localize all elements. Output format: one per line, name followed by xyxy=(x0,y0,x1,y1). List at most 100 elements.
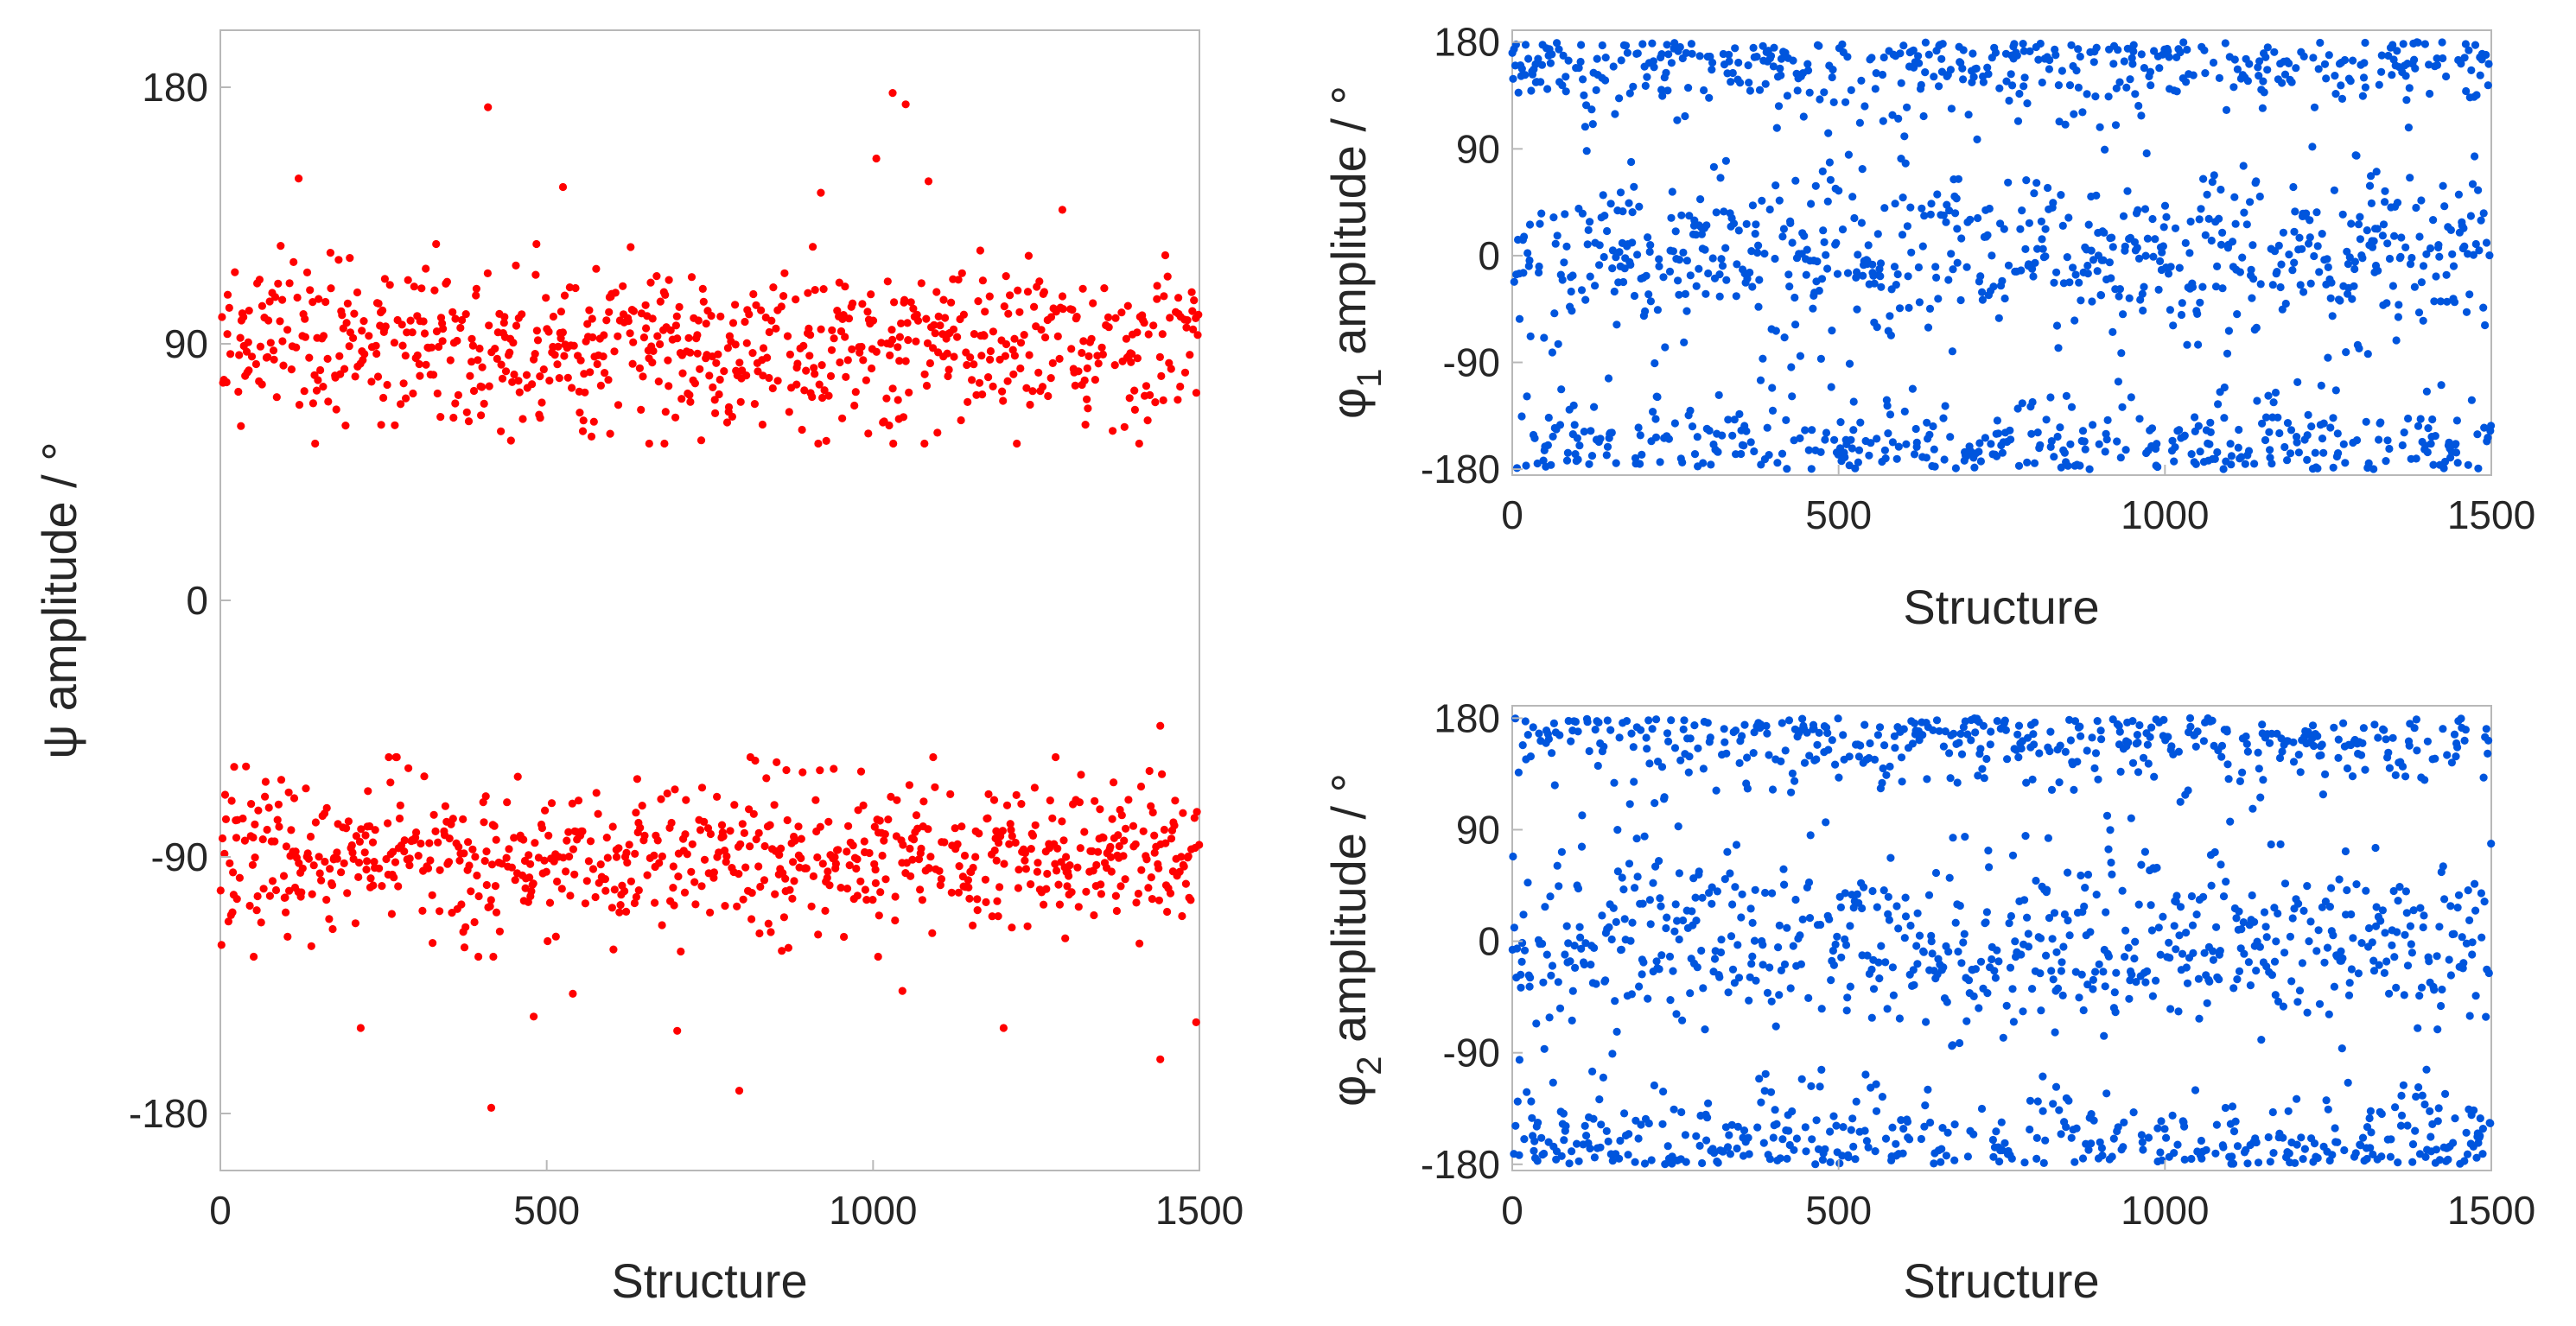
psi-point xyxy=(220,790,230,799)
phi2-point xyxy=(1768,785,1778,794)
psi-point xyxy=(357,825,366,834)
phi2-point xyxy=(1738,732,1746,740)
phi2-point xyxy=(2369,956,2378,965)
phi1-point xyxy=(2147,81,2155,90)
psi-point xyxy=(560,291,569,300)
phi1-point xyxy=(2394,313,2402,321)
phi1-point xyxy=(1828,327,1836,335)
psi-point xyxy=(851,388,860,397)
psi-point xyxy=(259,885,268,893)
psi-point xyxy=(1159,396,1167,404)
phi1-point xyxy=(1945,206,1954,215)
phi2-point xyxy=(2084,1145,2093,1154)
phi2-point xyxy=(2486,1119,2495,1127)
phi1-point xyxy=(1562,456,1572,465)
psi-point xyxy=(684,333,693,342)
psi-point xyxy=(269,346,278,355)
phi1-point xyxy=(1564,56,1573,65)
phi2-point xyxy=(2387,1135,2395,1144)
psi-point xyxy=(622,848,631,857)
phi1-point xyxy=(1771,254,1779,263)
psi-point xyxy=(365,332,373,340)
phi1-point xyxy=(1642,271,1651,280)
phi2-point xyxy=(2039,1158,2048,1167)
phi1-point xyxy=(2268,281,2277,289)
phi2-point xyxy=(2472,1153,2481,1162)
psi-point xyxy=(409,389,417,398)
phi1-point xyxy=(1641,307,1650,315)
phi2-point xyxy=(2212,923,2221,931)
psi-point xyxy=(1028,387,1037,396)
phi1-point xyxy=(2075,278,2083,287)
phi1-point xyxy=(2339,440,2348,448)
phi1-point xyxy=(1775,196,1784,205)
phi2-point xyxy=(1669,967,1677,975)
psi-point xyxy=(768,384,777,393)
phi2-point xyxy=(1924,1085,1932,1094)
psi-point xyxy=(672,312,681,320)
phi1-point xyxy=(2080,437,2089,446)
phi2-point xyxy=(2484,736,2493,745)
phi1-point xyxy=(2428,415,2437,424)
phi1-point xyxy=(1991,48,2000,57)
phi1-point xyxy=(1728,68,1737,78)
phi2-point xyxy=(2138,1138,2147,1146)
psi-point xyxy=(1038,383,1047,391)
psi-point xyxy=(669,884,677,892)
phi1-point xyxy=(2095,440,2103,448)
psi-point xyxy=(473,871,481,880)
phi1-point xyxy=(2360,59,2369,67)
phi2-point xyxy=(2026,1125,2034,1134)
psi-point xyxy=(346,254,354,263)
phi1-point xyxy=(2358,92,2367,100)
phi1-point xyxy=(2471,239,2480,249)
phi1-point xyxy=(2246,198,2255,206)
phi1-point xyxy=(1709,162,1718,171)
phi1-point xyxy=(2315,268,2324,276)
psi-point xyxy=(609,945,618,954)
psi-point xyxy=(779,913,789,922)
psi-point xyxy=(943,349,951,358)
phi2-point xyxy=(2132,978,2140,987)
phi1-point xyxy=(2055,117,2064,126)
psi-point xyxy=(604,376,613,384)
phi2-point xyxy=(1939,963,1948,972)
phi2-point xyxy=(1750,936,1759,945)
psi-point xyxy=(881,875,890,884)
phi2-point xyxy=(1533,1157,1542,1165)
psi-point xyxy=(1002,272,1010,281)
phi2-point xyxy=(1777,966,1785,974)
phi1-point xyxy=(1626,260,1635,270)
phi2-point xyxy=(1517,983,1525,992)
psi-point xyxy=(691,900,700,909)
phi2-point xyxy=(1964,976,1974,985)
phi2-point xyxy=(1816,1082,1824,1091)
phi1-point xyxy=(1752,220,1760,229)
psi-point xyxy=(906,298,915,307)
phi1-point xyxy=(2186,217,2195,226)
psi-point xyxy=(1167,365,1175,373)
psi-point xyxy=(722,418,732,427)
psi-point xyxy=(217,941,226,949)
phi1-point xyxy=(1525,256,1534,265)
phi1-point xyxy=(1822,428,1831,437)
phi1-point xyxy=(2248,294,2256,302)
phi2-point xyxy=(2182,929,2191,937)
phi2-point xyxy=(1987,727,1995,736)
phi1-point xyxy=(1586,218,1594,226)
psi-point xyxy=(767,316,776,325)
phi1-point xyxy=(1939,211,1948,219)
psi-point xyxy=(715,390,723,399)
psi-point xyxy=(265,297,274,306)
phi1-point xyxy=(1679,248,1688,257)
phi2-point xyxy=(2066,736,2075,745)
phi2-point xyxy=(1924,891,1934,899)
phi2-point xyxy=(2334,735,2343,744)
phi2-point xyxy=(1762,721,1771,731)
phi1-point xyxy=(2325,51,2333,60)
psi-point xyxy=(381,322,390,331)
phi2-point xyxy=(1684,768,1693,777)
psi-point xyxy=(1071,381,1079,390)
phi1-point xyxy=(2036,39,2045,48)
psi-point xyxy=(1119,852,1128,860)
